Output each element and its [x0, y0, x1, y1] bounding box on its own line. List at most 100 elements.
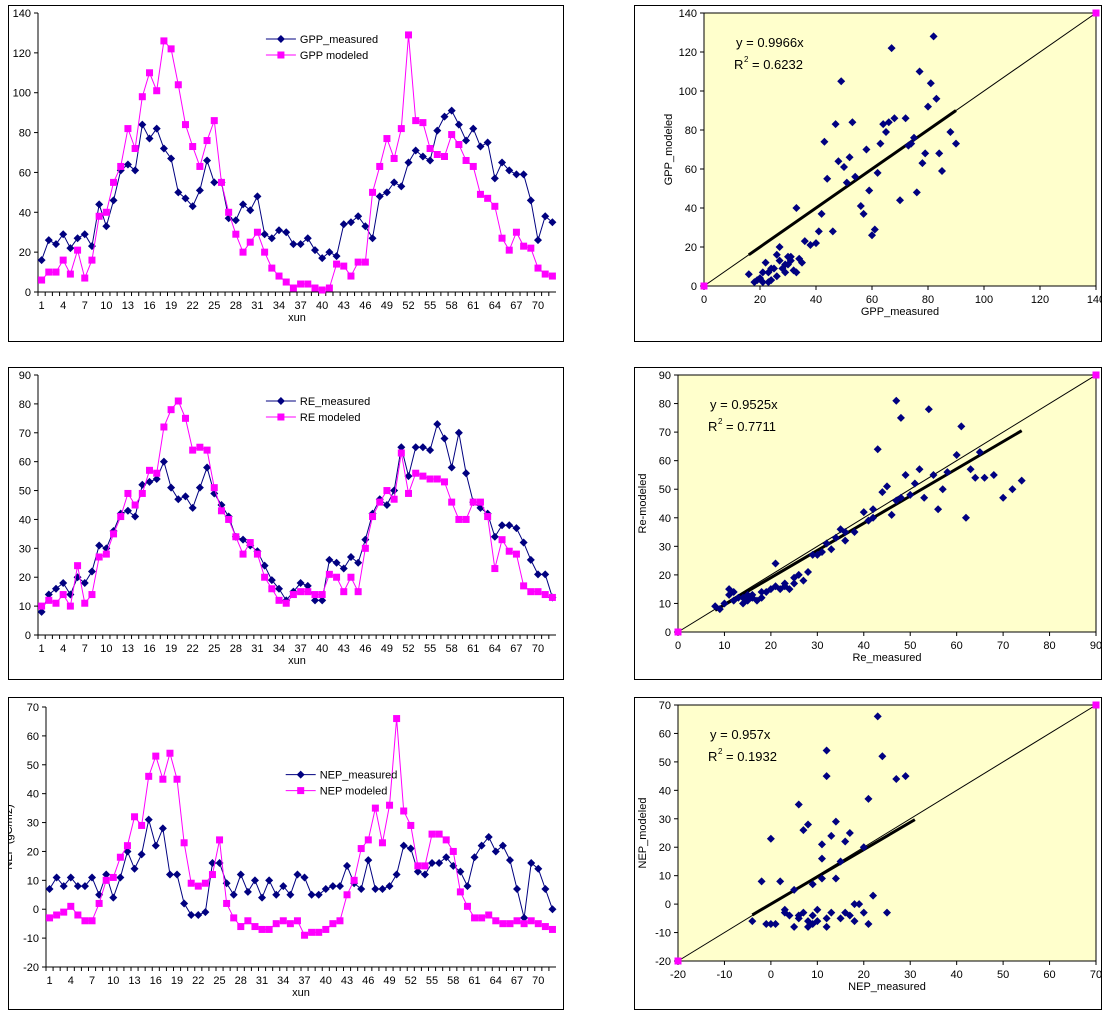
point-0 — [541, 212, 550, 221]
scatter-point — [823, 174, 832, 183]
y-tick-label: 40 — [659, 785, 671, 797]
x-tick-label: 37 — [294, 300, 306, 312]
scatter-point — [952, 139, 960, 148]
point-1 — [297, 280, 305, 288]
point-0 — [260, 230, 269, 239]
x-tick-label: 50 — [904, 640, 916, 652]
x-tick-label: 34 — [273, 643, 285, 655]
point-0 — [490, 174, 499, 183]
point-0 — [145, 134, 154, 143]
scatter-point — [764, 278, 773, 287]
point-0 — [293, 870, 302, 879]
point-1 — [210, 484, 218, 492]
x-axis-title: xun — [292, 987, 310, 999]
point-1 — [505, 246, 513, 254]
x-tick-label: -20 — [670, 969, 686, 981]
y-axis-title: NEP (gC/m2) — [8, 804, 15, 869]
point-1 — [455, 515, 463, 523]
x-tick-label: 70 — [532, 643, 544, 655]
point-0 — [519, 538, 528, 547]
point-1 — [153, 469, 161, 477]
gpp-timeseries-chart: 0 20 40 60 80 100 120 140 1 4 7 10 13 16 19 22 25 28 31 34 3… — [0, 5, 564, 342]
y-tick-label: 70 — [659, 427, 671, 439]
point-0 — [272, 890, 281, 899]
x-tick-label: 7 — [82, 643, 88, 655]
scatter-point — [890, 114, 899, 123]
point-0 — [130, 864, 139, 873]
x-tick-label: 64 — [489, 300, 501, 312]
point-0 — [303, 234, 312, 243]
point-0 — [239, 200, 248, 209]
scatter-point — [851, 172, 860, 181]
point-0 — [145, 477, 154, 486]
point-0 — [390, 178, 399, 187]
x-tick-label: 60 — [866, 294, 878, 306]
point-1 — [74, 562, 82, 570]
x-tick-label: 80 — [1043, 640, 1055, 652]
point-1 — [189, 143, 197, 151]
point-0 — [462, 136, 471, 145]
point-1 — [534, 264, 542, 272]
y-tick-label: -20 — [655, 956, 671, 968]
point-0 — [307, 890, 316, 899]
point-1 — [52, 268, 60, 276]
scatter-point — [924, 405, 933, 414]
scatter-point — [856, 202, 865, 211]
legend-marker-1 — [297, 787, 305, 795]
scatter-point — [943, 468, 952, 477]
x-tick-label: 80 — [922, 294, 934, 306]
point-0 — [265, 876, 274, 885]
point-1 — [81, 599, 89, 607]
point-1 — [246, 238, 254, 246]
point-1 — [239, 248, 247, 256]
point-0 — [224, 214, 233, 223]
scatter-point — [896, 493, 905, 502]
point-1 — [520, 582, 528, 590]
point-1 — [289, 591, 297, 599]
point-1 — [189, 446, 197, 454]
scatter-point — [901, 772, 910, 781]
scatter-point — [822, 746, 831, 755]
x-tick-label: 28 — [230, 643, 242, 655]
scatter-point — [864, 794, 873, 803]
point-1 — [455, 141, 463, 149]
y-axis-title: GPP_modeled — [663, 114, 675, 186]
scatter-point — [828, 227, 837, 236]
y-tick-label: 100 — [13, 88, 31, 100]
x-tick-label: 90 — [1090, 640, 1102, 652]
point-1 — [318, 591, 326, 599]
point-0 — [296, 579, 305, 587]
scatter-point — [766, 585, 775, 594]
x-tick-label: 52 — [402, 643, 414, 655]
scatter-point — [957, 422, 966, 431]
y-tick-label: 70 — [19, 428, 31, 440]
point-0 — [109, 893, 118, 902]
point-0 — [181, 194, 190, 203]
point-0 — [144, 815, 153, 824]
point-1 — [131, 145, 139, 153]
x-tick-label: 40 — [858, 640, 870, 652]
point-0 — [236, 870, 245, 879]
point-0 — [279, 882, 288, 891]
x-tick-label: -10 — [716, 969, 732, 981]
point-0 — [210, 178, 219, 187]
r-squared-label: R — [708, 419, 717, 434]
scatter-point — [758, 278, 767, 287]
point-0 — [463, 882, 472, 891]
point-1 — [223, 899, 231, 907]
y-tick-label: 20 — [659, 570, 671, 582]
point-0 — [505, 521, 514, 530]
scatter-point — [901, 470, 910, 479]
point-0 — [440, 112, 449, 121]
scatter-point — [766, 920, 775, 929]
point-0 — [159, 144, 168, 153]
scatter-point — [859, 908, 868, 917]
point-0 — [243, 887, 252, 896]
point-1 — [371, 804, 379, 812]
point-0 — [250, 876, 259, 885]
point-1 — [376, 498, 384, 506]
point-1 — [232, 230, 240, 238]
point-0 — [102, 870, 111, 879]
point-1 — [440, 478, 448, 486]
scatter-point — [840, 163, 848, 172]
